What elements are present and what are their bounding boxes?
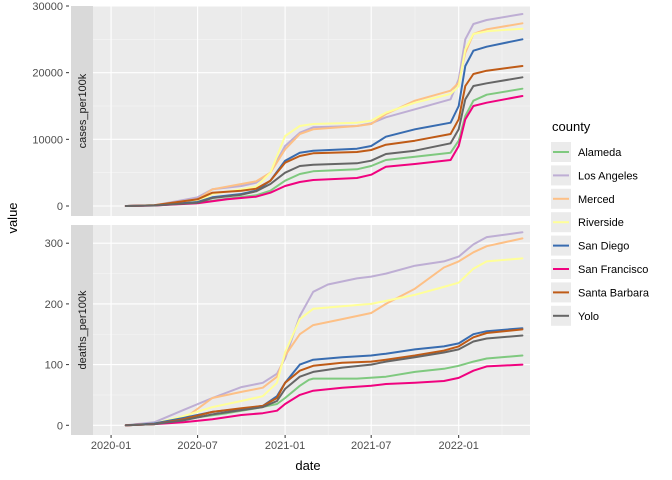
legend-item-santa-barbara: Santa Barbara	[551, 282, 650, 303]
y-tick-label: 300	[45, 238, 63, 250]
legend-label: Merced	[578, 194, 615, 206]
series-line-riverside	[124, 257, 524, 427]
legend-label: San Diego	[578, 241, 629, 253]
x-tick-label: 2022-01	[438, 440, 478, 452]
y-tick-label: 30000	[32, 1, 63, 13]
facet-strip-label: deaths_per100k	[77, 290, 89, 369]
legend-label: Riverside	[578, 217, 624, 229]
legend-item-los-angeles: Los Angeles	[551, 165, 638, 186]
series-line-yolo	[124, 334, 524, 427]
panel-background	[93, 225, 530, 435]
legend-item-san-diego: San Diego	[551, 235, 629, 256]
legend-label: San Francisco	[578, 264, 648, 276]
facet-strip	[71, 225, 93, 435]
legend-item-merced: Merced	[551, 188, 615, 209]
y-tick-label: 20000	[32, 68, 63, 80]
x-axis-title: date	[295, 458, 320, 473]
series-line-san-francisco	[124, 363, 524, 427]
legend-item-san-francisco: San Francisco	[551, 259, 648, 279]
y-tick-label: 100	[45, 360, 63, 372]
y-tick-label: 200	[45, 299, 63, 311]
series-line-merced	[124, 237, 524, 427]
facet-strip-label: cases_per100k	[77, 73, 89, 148]
y-axis-title: value	[5, 202, 20, 233]
legend-label: Los Angeles	[578, 170, 638, 182]
legend-item-riverside: Riverside	[551, 212, 624, 233]
facet-cases_per100k: 0 10000 20000 30000 cases_per100k	[32, 1, 530, 216]
panel-background	[93, 6, 530, 216]
y-tick-label: 0	[57, 201, 63, 213]
legend-item-alameda: Alameda	[551, 142, 622, 162]
x-tick-label: 2020-07	[177, 440, 217, 452]
facet-deaths_per100k: 0 100 200 300 deaths_per100k	[45, 225, 530, 435]
facet-panels: 0 10000 20000 30000 cases_per100k 0 100 200 300 d…	[32, 1, 530, 435]
facet-strip	[71, 6, 93, 216]
legend-label: Santa Barbara	[578, 287, 650, 299]
y-tick-label: 0	[57, 420, 63, 432]
x-axis: 2020-01 2020-07 2021-01 2021-07 2022-01	[91, 435, 479, 452]
legend-label: Alameda	[578, 147, 622, 159]
x-tick-label: 2021-01	[265, 440, 305, 452]
legend-item-yolo: Yolo	[551, 305, 599, 326]
legend-label: Yolo	[578, 311, 599, 323]
y-tick-label: 10000	[32, 134, 63, 146]
series-line-san-francisco	[124, 95, 524, 207]
series-line-yolo	[124, 76, 524, 207]
legend: county Alameda Los Angeles Merced Riverside…	[551, 119, 650, 326]
series-line-santa-barbara	[124, 328, 524, 427]
legend-title: county	[552, 119, 591, 134]
x-tick-label: 2021-07	[351, 440, 391, 452]
series-line-santa-barbara	[124, 65, 524, 207]
x-tick-label: 2020-01	[91, 440, 131, 452]
